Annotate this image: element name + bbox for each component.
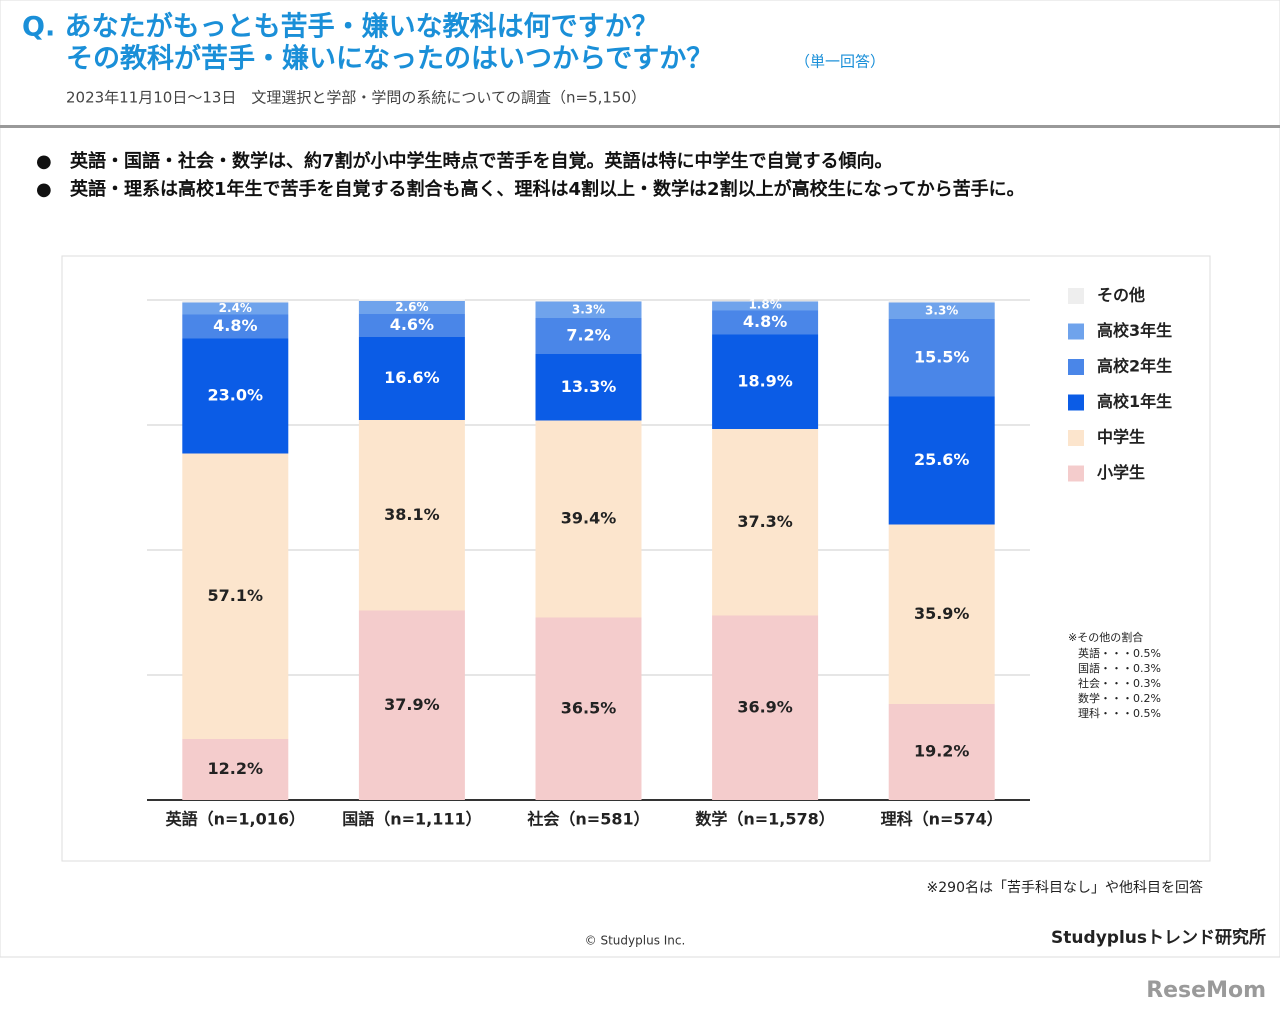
bar-segment <box>535 318 642 354</box>
bar-segment <box>712 334 819 429</box>
bar-segment <box>358 301 465 314</box>
value-label: 13.3% <box>561 377 617 396</box>
x-tick-label: 理科（n=574） <box>881 810 1003 829</box>
bar-segment <box>358 420 465 611</box>
bullet: 英語・国語・社会・数学は、約7割が小中学生時点で苦手を自覚。英語は特に中学生で自… <box>69 150 893 172</box>
copyright: © Studyplus Inc. <box>585 934 686 948</box>
bar-segment <box>888 300 995 303</box>
value-label: 18.9% <box>737 371 793 390</box>
brand: Studyplusトレンド研究所 <box>1051 927 1266 948</box>
legend-label: 中学生 <box>1097 428 1145 447</box>
bar-segment <box>888 524 995 704</box>
bar-segment <box>712 615 819 800</box>
value-label: 39.4% <box>561 509 617 528</box>
value-label: 36.9% <box>737 697 793 716</box>
bar-segment <box>535 301 642 318</box>
legend-label: 高校3年生 <box>1097 321 1172 340</box>
bar-segment <box>712 300 819 302</box>
note-line: 社会・・・0.3% <box>1078 676 1161 690</box>
legend-label: 高校1年生 <box>1097 392 1172 411</box>
note-line: 理科・・・0.5% <box>1078 706 1161 720</box>
bar-segment <box>182 453 289 739</box>
bar-segment <box>888 396 995 525</box>
bullet: 英語・理系は高校1年生で苦手を自覚する割合も高く、理科は4割以上・数学は2割以上… <box>69 178 1025 200</box>
title-line2: その教科が苦手・嫌いになったのはいつからですか？ <box>66 43 713 75</box>
x-tick-label: 英語（n=1,016） <box>165 810 305 829</box>
bullet-dot: ● <box>36 151 52 172</box>
bar-segment <box>358 299 465 301</box>
value-label: 37.3% <box>737 512 793 531</box>
bar-segment <box>358 610 465 800</box>
value-label: 36.5% <box>561 698 617 717</box>
answer-type: （単一回答） <box>795 53 885 71</box>
bar-segment <box>888 302 995 319</box>
bar-segment <box>888 319 995 397</box>
legend-swatch <box>1068 394 1084 411</box>
logo: ReseMom <box>1146 978 1266 1003</box>
bar-segment <box>182 300 289 303</box>
bullet-dot: ● <box>36 179 52 200</box>
bar-segment <box>888 704 995 800</box>
value-label: 57.1% <box>208 586 264 605</box>
footnote: ※290名は「苦手科目なし」や他科目を回答 <box>927 879 1203 896</box>
value-label: 12.2% <box>208 759 264 778</box>
value-label: 3.3% <box>572 302 605 316</box>
value-label: 25.6% <box>914 450 970 469</box>
value-label: 16.6% <box>384 368 440 387</box>
value-label: 7.2% <box>566 326 610 345</box>
note-line: 数学・・・0.2% <box>1078 691 1161 705</box>
value-label: 35.9% <box>914 604 970 623</box>
note-line: 英語・・・0.5% <box>1078 646 1161 660</box>
bar-segment <box>712 310 819 335</box>
title-line1: Q. あなたがもっとも苦手・嫌いな教科は何ですか？ <box>22 11 659 43</box>
bar-segment <box>358 314 465 337</box>
value-label: 3.3% <box>925 303 958 317</box>
separator <box>0 125 1280 128</box>
value-label: 38.1% <box>384 505 440 524</box>
value-label: 2.4% <box>219 301 252 315</box>
value-label: 2.6% <box>395 300 428 314</box>
value-label: 37.9% <box>384 695 440 714</box>
note-title: ※その他の割合 <box>1068 630 1143 644</box>
bar-segment <box>182 739 289 800</box>
value-label: 4.8% <box>213 316 257 335</box>
survey-info: 2023年11月10日～13日 文理選択と学部・学問の系統についての調査（n=5… <box>66 89 646 107</box>
bar-segment <box>712 301 819 311</box>
legend-label: 高校2年生 <box>1097 357 1172 376</box>
bar-segment <box>535 300 642 302</box>
value-label: 4.6% <box>390 315 434 334</box>
legend-label: その他 <box>1097 286 1145 305</box>
value-label: 19.2% <box>914 742 970 761</box>
x-tick-label: 社会（n=581） <box>526 810 649 829</box>
x-tick-label: 数学（n=1,578） <box>695 810 834 829</box>
bar-segment <box>535 354 642 421</box>
value-label: 4.8% <box>743 312 787 331</box>
bar-segment <box>358 337 465 420</box>
value-label: 15.5% <box>914 347 970 366</box>
legend-label: 小学生 <box>1097 463 1145 482</box>
value-label: 1.8% <box>748 298 781 312</box>
legend-swatch <box>1068 288 1084 304</box>
bar-segment <box>535 420 642 618</box>
bar-segment <box>535 617 642 800</box>
legend-swatch <box>1068 323 1084 340</box>
legend-swatch <box>1068 430 1084 446</box>
legend-swatch <box>1068 465 1084 482</box>
bar-segment <box>712 429 819 616</box>
note-line: 国語・・・0.3% <box>1078 661 1161 675</box>
bar-segment <box>182 302 289 315</box>
value-label: 23.0% <box>208 386 264 405</box>
bar-segment <box>182 338 289 454</box>
legend-swatch <box>1068 359 1084 375</box>
x-tick-label: 国語（n=1,111） <box>342 810 481 829</box>
bar-segment <box>182 314 289 339</box>
